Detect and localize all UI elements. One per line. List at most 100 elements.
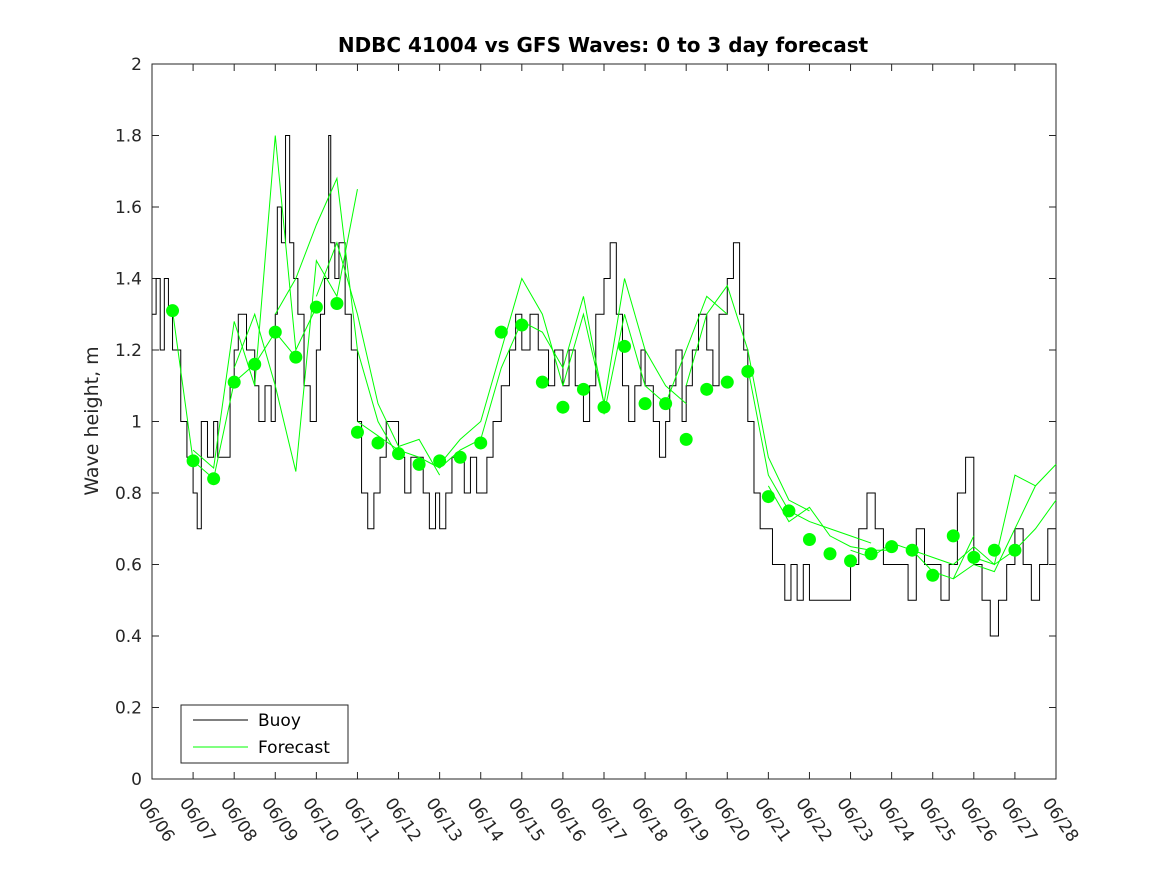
x-tick-label: 06/15 — [504, 794, 548, 846]
forecast-point — [309, 300, 323, 314]
legend-box — [180, 704, 349, 764]
forecast-point — [289, 350, 303, 364]
x-tick-label: 06/14 — [463, 794, 507, 846]
x-tick-label: 06/06 — [134, 794, 178, 846]
x-tick-label: 06/11 — [339, 794, 383, 846]
forecast-line — [192, 135, 317, 469]
forecast-point — [371, 436, 385, 450]
x-tick-label: 06/21 — [750, 794, 794, 846]
legend-label-buoy: Buoy — [258, 711, 301, 731]
x-tick-label: 06/10 — [298, 794, 342, 846]
y-axis: 0 0.2 0.4 0.6 0.8 1 1.2 1.4 1.6 1.8 2 — [115, 55, 1056, 790]
forecast-point — [987, 543, 1001, 557]
y-tick-label: 1.8 — [115, 127, 142, 147]
forecast-point — [248, 357, 262, 371]
plot-area — [151, 63, 1057, 780]
forecast-point — [926, 568, 940, 582]
y-tick-label: 1 — [131, 413, 142, 433]
forecast-point — [474, 436, 488, 450]
forecast-point — [186, 454, 200, 468]
forecast-markers — [166, 297, 1022, 582]
x-tick-label: 06/07 — [175, 794, 219, 846]
forecast-point — [350, 425, 364, 439]
x-tick-label: 06/12 — [380, 794, 424, 846]
forecast-line — [274, 176, 399, 458]
forecast-point — [494, 325, 508, 339]
forecast-point — [700, 382, 714, 396]
forecast-point — [741, 364, 755, 378]
forecast-point — [433, 454, 447, 468]
x-tick-label: 06/16 — [545, 794, 589, 846]
forecast-point — [885, 540, 899, 554]
x-tick-label: 06/26 — [956, 794, 1000, 846]
forecast-point — [638, 397, 652, 411]
forecast-point — [967, 550, 981, 564]
forecast-point — [720, 375, 734, 389]
forecast-point — [761, 490, 775, 504]
legend: Buoy Forecast — [180, 704, 349, 764]
forecast-point — [330, 297, 344, 311]
x-tick-label: 06/08 — [216, 794, 260, 846]
forecast-point — [823, 547, 837, 561]
forecast-point — [556, 400, 570, 414]
forecast-point — [576, 382, 590, 396]
forecast-point — [597, 400, 611, 414]
chart-title: NDBC 41004 vs GFS Waves: 0 to 3 day fore… — [338, 33, 869, 57]
forecast-point — [207, 472, 221, 486]
forecast-line — [685, 284, 810, 512]
forecast-line — [439, 277, 564, 465]
y-tick-label: 2 — [131, 55, 142, 75]
forecast-point — [864, 547, 878, 561]
y-tick-label: 0.6 — [115, 556, 142, 576]
forecast-point — [905, 543, 919, 557]
x-tick-label: 06/18 — [627, 794, 671, 846]
forecast-line — [233, 189, 358, 472]
forecast-point — [166, 304, 180, 318]
forecast-line — [562, 278, 687, 405]
forecast-point — [1008, 543, 1022, 557]
y-axis-label: Wave height, m — [81, 346, 103, 495]
y-tick-label: 1.2 — [115, 341, 142, 361]
forecast-point — [844, 554, 858, 568]
buoy-series — [152, 135, 1056, 637]
x-tick-label: 06/23 — [832, 794, 876, 846]
x-tick-label: 06/24 — [874, 794, 918, 846]
buoy-line — [152, 135, 1056, 637]
x-tick-label: 06/28 — [1038, 794, 1082, 846]
forecast-point — [227, 375, 241, 389]
y-tick-label: 1.4 — [115, 270, 142, 290]
forecast-point — [453, 450, 467, 464]
forecast-line — [952, 464, 1057, 580]
forecast-point — [618, 339, 632, 353]
x-tick-label: 06/19 — [668, 794, 712, 846]
legend-label-forecast: Forecast — [258, 738, 330, 758]
forecast-series — [172, 135, 1057, 580]
x-tick-label: 06/27 — [997, 794, 1041, 846]
x-tick-label: 06/09 — [257, 794, 301, 846]
x-tick-label: 06/13 — [422, 794, 466, 846]
x-tick-label: 06/17 — [586, 794, 630, 846]
forecast-point — [392, 447, 406, 461]
forecast-point — [515, 318, 529, 332]
forecast-point — [535, 375, 549, 389]
forecast-point — [802, 532, 816, 546]
forecast-point — [268, 325, 282, 339]
forecast-line — [480, 296, 605, 440]
forecast-point — [679, 432, 693, 446]
y-tick-label: 0.2 — [115, 699, 142, 719]
forecast-point — [412, 457, 426, 471]
forecast-line — [315, 241, 441, 476]
x-tick-label: 06/20 — [709, 794, 753, 846]
y-tick-label: 1.6 — [115, 198, 142, 218]
x-tick-label: 06/25 — [915, 794, 959, 846]
forecast-point — [782, 504, 796, 518]
forecast-line — [747, 367, 872, 544]
forecast-line — [357, 421, 481, 469]
forecast-line — [912, 474, 1036, 566]
forecast-point — [946, 529, 960, 543]
x-tick-label: 06/22 — [791, 794, 835, 846]
forecast-point — [659, 397, 673, 411]
y-tick-label: 0.8 — [115, 484, 142, 504]
